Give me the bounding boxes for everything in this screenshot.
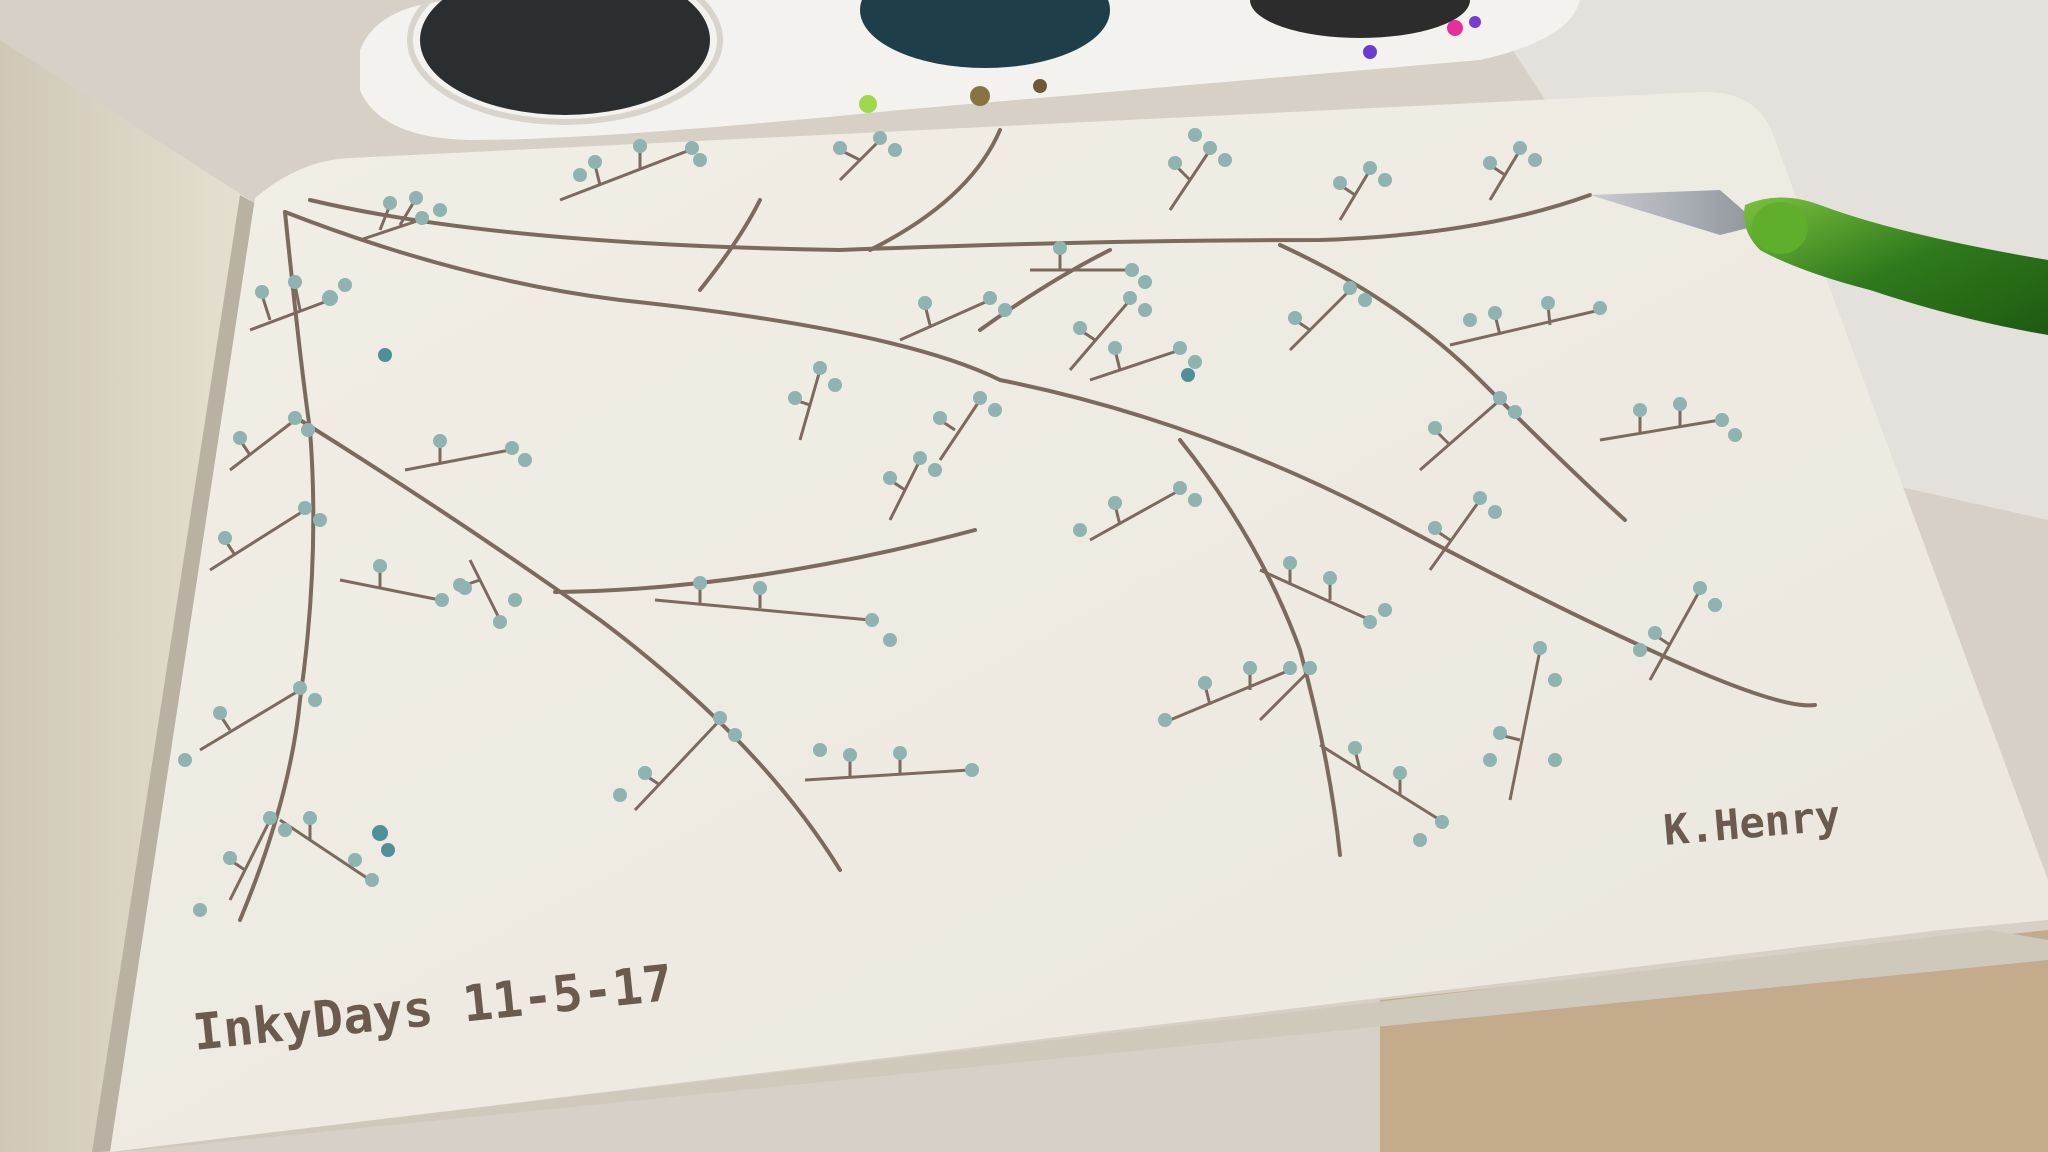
ink-well-teal (860, 0, 1110, 68)
sketchbook-page (110, 91, 2048, 1152)
berry-clusters (178, 128, 1742, 917)
paint-palette (360, 0, 1580, 140)
left-page (0, 40, 250, 1152)
page-edge (100, 930, 2048, 1152)
ink-branches (238, 128, 1817, 922)
glass-dip-pen (1590, 190, 2048, 335)
ink-well-black (420, 0, 710, 115)
